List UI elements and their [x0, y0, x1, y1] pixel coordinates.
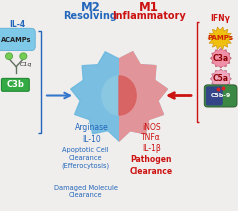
- Text: Arginase: Arginase: [75, 123, 109, 131]
- Text: TNFα
IL-1β: TNFα IL-1β: [141, 133, 161, 153]
- FancyBboxPatch shape: [206, 86, 223, 106]
- Text: Apoptotic Cell
Clearance
(Efferocytosis): Apoptotic Cell Clearance (Efferocytosis): [62, 147, 110, 169]
- Text: ACAMPs: ACAMPs: [1, 37, 31, 43]
- Polygon shape: [71, 52, 167, 141]
- Circle shape: [20, 53, 27, 59]
- Text: Damaged Molecule
Clearance: Damaged Molecule Clearance: [54, 185, 118, 198]
- Text: PAMPs: PAMPs: [207, 35, 233, 41]
- Text: iNOS: iNOS: [142, 123, 160, 131]
- Text: IL-4: IL-4: [9, 20, 25, 29]
- Text: C3b: C3b: [6, 80, 24, 89]
- Text: C5b-9: C5b-9: [211, 93, 231, 99]
- Circle shape: [21, 54, 26, 58]
- Text: M1: M1: [139, 1, 159, 14]
- Text: Inflammatory: Inflammatory: [112, 11, 186, 21]
- FancyBboxPatch shape: [0, 28, 35, 51]
- Circle shape: [213, 71, 229, 86]
- Text: C3a: C3a: [213, 54, 229, 63]
- FancyBboxPatch shape: [1, 78, 29, 91]
- Circle shape: [7, 54, 11, 58]
- Circle shape: [213, 51, 229, 66]
- Text: IL-10: IL-10: [82, 135, 101, 144]
- Circle shape: [6, 53, 12, 59]
- Text: Resolving: Resolving: [64, 11, 117, 21]
- FancyBboxPatch shape: [204, 85, 237, 107]
- Text: C5a: C5a: [213, 74, 229, 83]
- Text: Pathogen
Clearance: Pathogen Clearance: [129, 156, 173, 176]
- Polygon shape: [119, 76, 136, 115]
- Text: M2: M2: [80, 1, 100, 14]
- Polygon shape: [102, 76, 119, 115]
- Text: C1q: C1q: [20, 62, 33, 67]
- Polygon shape: [210, 48, 231, 68]
- Polygon shape: [210, 69, 231, 89]
- Text: IFNγ: IFNγ: [210, 14, 230, 23]
- Polygon shape: [208, 27, 233, 49]
- Polygon shape: [71, 52, 167, 141]
